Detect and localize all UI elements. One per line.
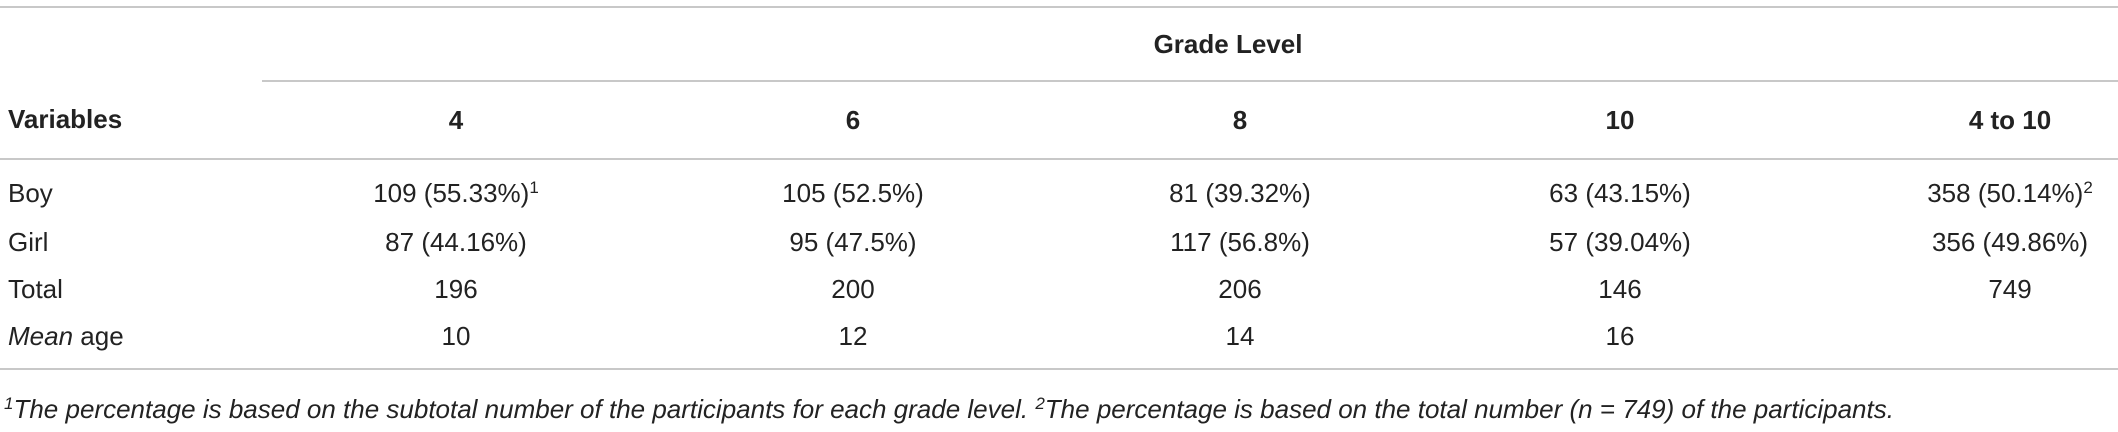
column-header: 8 <box>1056 81 1424 160</box>
cell-note: 1 <box>529 178 539 197</box>
row-label: Boy <box>0 159 262 219</box>
row-label-text: Total <box>8 274 63 304</box>
table-row: Girl 87 (44.16%) 95 (47.5%) 117 (56.8%) 57 (… <box>0 219 2118 266</box>
footnote-mark: 2 <box>1035 394 1045 413</box>
table-cell: 749 <box>1816 266 2118 313</box>
table-cell: 16 <box>1424 313 1816 370</box>
cell-text: 356 (49.86%) <box>1931 227 2089 257</box>
table-row: Boy 109 (55.33%)1 105 (52.5%) 81 (39.32%) 63… <box>0 159 2118 219</box>
table-cell: 81 (39.32%) <box>1056 159 1424 219</box>
cell-text: 146 <box>1598 274 1642 304</box>
table-cell: 12 <box>650 313 1056 370</box>
row-label-text: age <box>73 321 124 351</box>
cell-text: 749 <box>1988 274 2032 304</box>
cell-text: 105 (52.5%) <box>782 178 924 208</box>
footnotes: 1The percentage is based on the subtotal… <box>0 394 2118 425</box>
table-cell: 14 <box>1056 313 1424 370</box>
cell-text: 57 (39.04%) <box>1549 227 1691 257</box>
footnote-text: The percentage is based on the subtotal … <box>13 394 1036 424</box>
cell-text: 196 <box>434 274 478 304</box>
table-cell: 57 (39.04%) <box>1424 219 1816 266</box>
row-label: Total <box>0 266 262 313</box>
table-cell: 109 (55.33%)1 <box>262 159 650 219</box>
cell-note: 2 <box>2083 178 2093 197</box>
cell-text: 87 (44.16%) <box>385 227 527 257</box>
row-label: Mean age <box>0 313 262 370</box>
data-table: Grade Level Variables 4 6 8 10 4 to 10 B… <box>0 6 2118 370</box>
table-cell: 196 <box>262 266 650 313</box>
table-cell: 356 (49.86%) <box>1816 219 2118 266</box>
group-header-row: Grade Level <box>0 6 2118 82</box>
cell-text: 95 (47.5%) <box>789 227 917 257</box>
column-header: 6 <box>650 81 1056 160</box>
table-cell: 117 (56.8%) <box>1056 219 1424 266</box>
cell-text: 117 (56.8%) <box>1170 227 1310 257</box>
row-label: Girl <box>0 219 262 266</box>
table-row: Mean age 10 12 14 16 <box>0 313 2118 370</box>
table-cell <box>1816 313 2118 370</box>
cell-text: 206 <box>1218 274 1262 304</box>
table-cell: 358 (50.14%)2 <box>1816 159 2118 219</box>
table-cell: 206 <box>1056 266 1424 313</box>
footnote-text: The percentage is based on the total num… <box>1044 394 1894 424</box>
table-cell: 105 (52.5%) <box>650 159 1056 219</box>
table-cell: 87 (44.16%) <box>262 219 650 266</box>
column-header: 4 <box>262 81 650 160</box>
column-header: 10 <box>1424 81 1816 160</box>
cell-text: 16 <box>1605 321 1635 351</box>
cell-text: 358 (50.14%) <box>1927 178 2084 208</box>
footnote-mark: 1 <box>4 394 14 413</box>
table-cell: 10 <box>262 313 650 370</box>
cell-text: 109 (55.33%) <box>373 178 530 208</box>
row-label-text: Boy <box>8 178 53 208</box>
column-header: Variables <box>0 81 262 160</box>
group-header: Grade Level <box>262 6 2118 82</box>
table-body: Boy 109 (55.33%)1 105 (52.5%) 81 (39.32%) 63… <box>0 159 2118 370</box>
cell-text: 200 <box>831 274 875 304</box>
column-header: 4 to 10 <box>1816 81 2118 160</box>
page: {"table": { "group_header": "Grade Level… <box>0 6 2118 432</box>
row-label-text: Girl <box>8 227 49 257</box>
cell-text: 14 <box>1225 321 1255 351</box>
table-row: Total 196 200 206 146 749 <box>0 266 2118 313</box>
row-label-italic: Mean <box>8 321 74 351</box>
cell-text: 12 <box>838 321 868 351</box>
table-cell: 200 <box>650 266 1056 313</box>
table-cell: 63 (43.15%) <box>1424 159 1816 219</box>
table-cell: 95 (47.5%) <box>650 219 1056 266</box>
header-row: Variables 4 6 8 10 4 to 10 <box>0 81 2118 160</box>
cell-text: 10 <box>441 321 471 351</box>
cell-text: 63 (43.15%) <box>1549 178 1691 208</box>
table-cell: 146 <box>1424 266 1816 313</box>
cell-text: 81 (39.32%) <box>1169 178 1311 208</box>
